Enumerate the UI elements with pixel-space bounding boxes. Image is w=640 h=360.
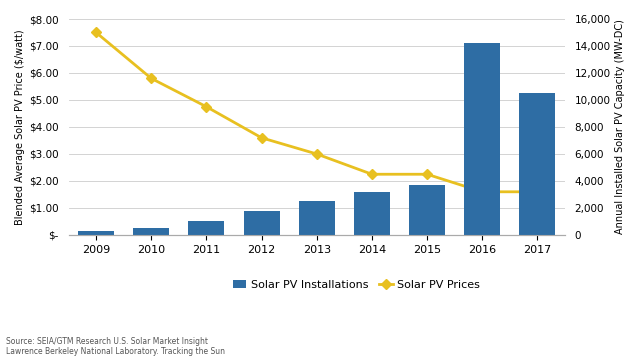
Bar [244, 211, 280, 235]
Bar [409, 185, 445, 235]
Bar [78, 231, 114, 235]
Bar [189, 221, 225, 235]
Bar [354, 192, 390, 235]
Bar [133, 228, 169, 235]
Bar [520, 93, 556, 235]
Text: Source: SEIA/GTM Research U.S. Solar Market Insight
Lawrence Berkeley National L: Source: SEIA/GTM Research U.S. Solar Mar… [6, 337, 225, 356]
Bar [299, 201, 335, 235]
Legend: Solar PV Installations, Solar PV Prices: Solar PV Installations, Solar PV Prices [228, 275, 484, 294]
Bar [464, 43, 500, 235]
Y-axis label: Blended Average Solar PV Price ($/watt): Blended Average Solar PV Price ($/watt) [15, 29, 25, 225]
Y-axis label: Annual Installed Solar PV Capacity (MW-DC): Annual Installed Solar PV Capacity (MW-D… [615, 19, 625, 234]
